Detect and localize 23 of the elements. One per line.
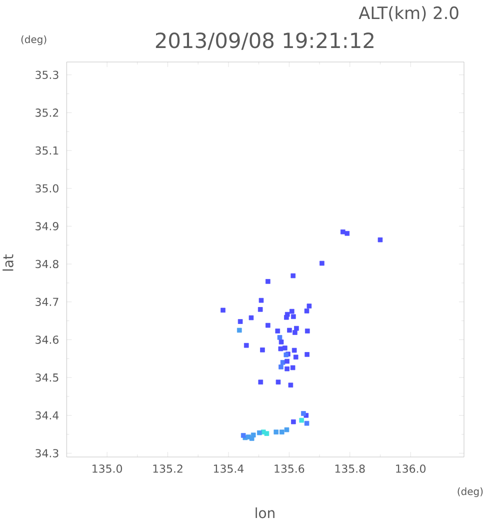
y-tick-label: 35.3 bbox=[36, 70, 58, 79]
y-tick-label: 34.4 bbox=[36, 411, 59, 420]
x-tick-label: 135.6 bbox=[274, 464, 304, 473]
y-tick-label: 34.8 bbox=[36, 260, 58, 268]
x-tick-label: 135.8 bbox=[335, 464, 365, 473]
x-axis-title: lon bbox=[256, 507, 274, 518]
x-tick-label: 135.0 bbox=[92, 464, 122, 473]
y-tick-label: 34.6 bbox=[36, 336, 58, 344]
y-tick-label: 34.5 bbox=[36, 373, 58, 382]
y-tick-label: 35.0 bbox=[36, 184, 58, 193]
x-tick-label: 135.2 bbox=[153, 464, 182, 473]
y-tick-label: 35.2 bbox=[36, 108, 58, 117]
y-axis-title: lat bbox=[2, 254, 14, 271]
text: (deg) bbox=[21, 35, 46, 46]
text: (deg) bbox=[458, 487, 483, 498]
text: ALT(km) 2.0 bbox=[358, 6, 458, 22]
x-tick-label: 136.0 bbox=[396, 464, 426, 473]
y-tick-label: 34.7 bbox=[36, 298, 58, 306]
x-tick-label: 135.4 bbox=[214, 464, 244, 473]
y-tick-label: 35.1 bbox=[36, 146, 58, 155]
y-tick-label: 34.9 bbox=[36, 222, 58, 230]
chart-title: 2013/09/08 19:21:12 bbox=[156, 32, 374, 50]
y-tick-label: 34.3 bbox=[36, 449, 58, 458]
